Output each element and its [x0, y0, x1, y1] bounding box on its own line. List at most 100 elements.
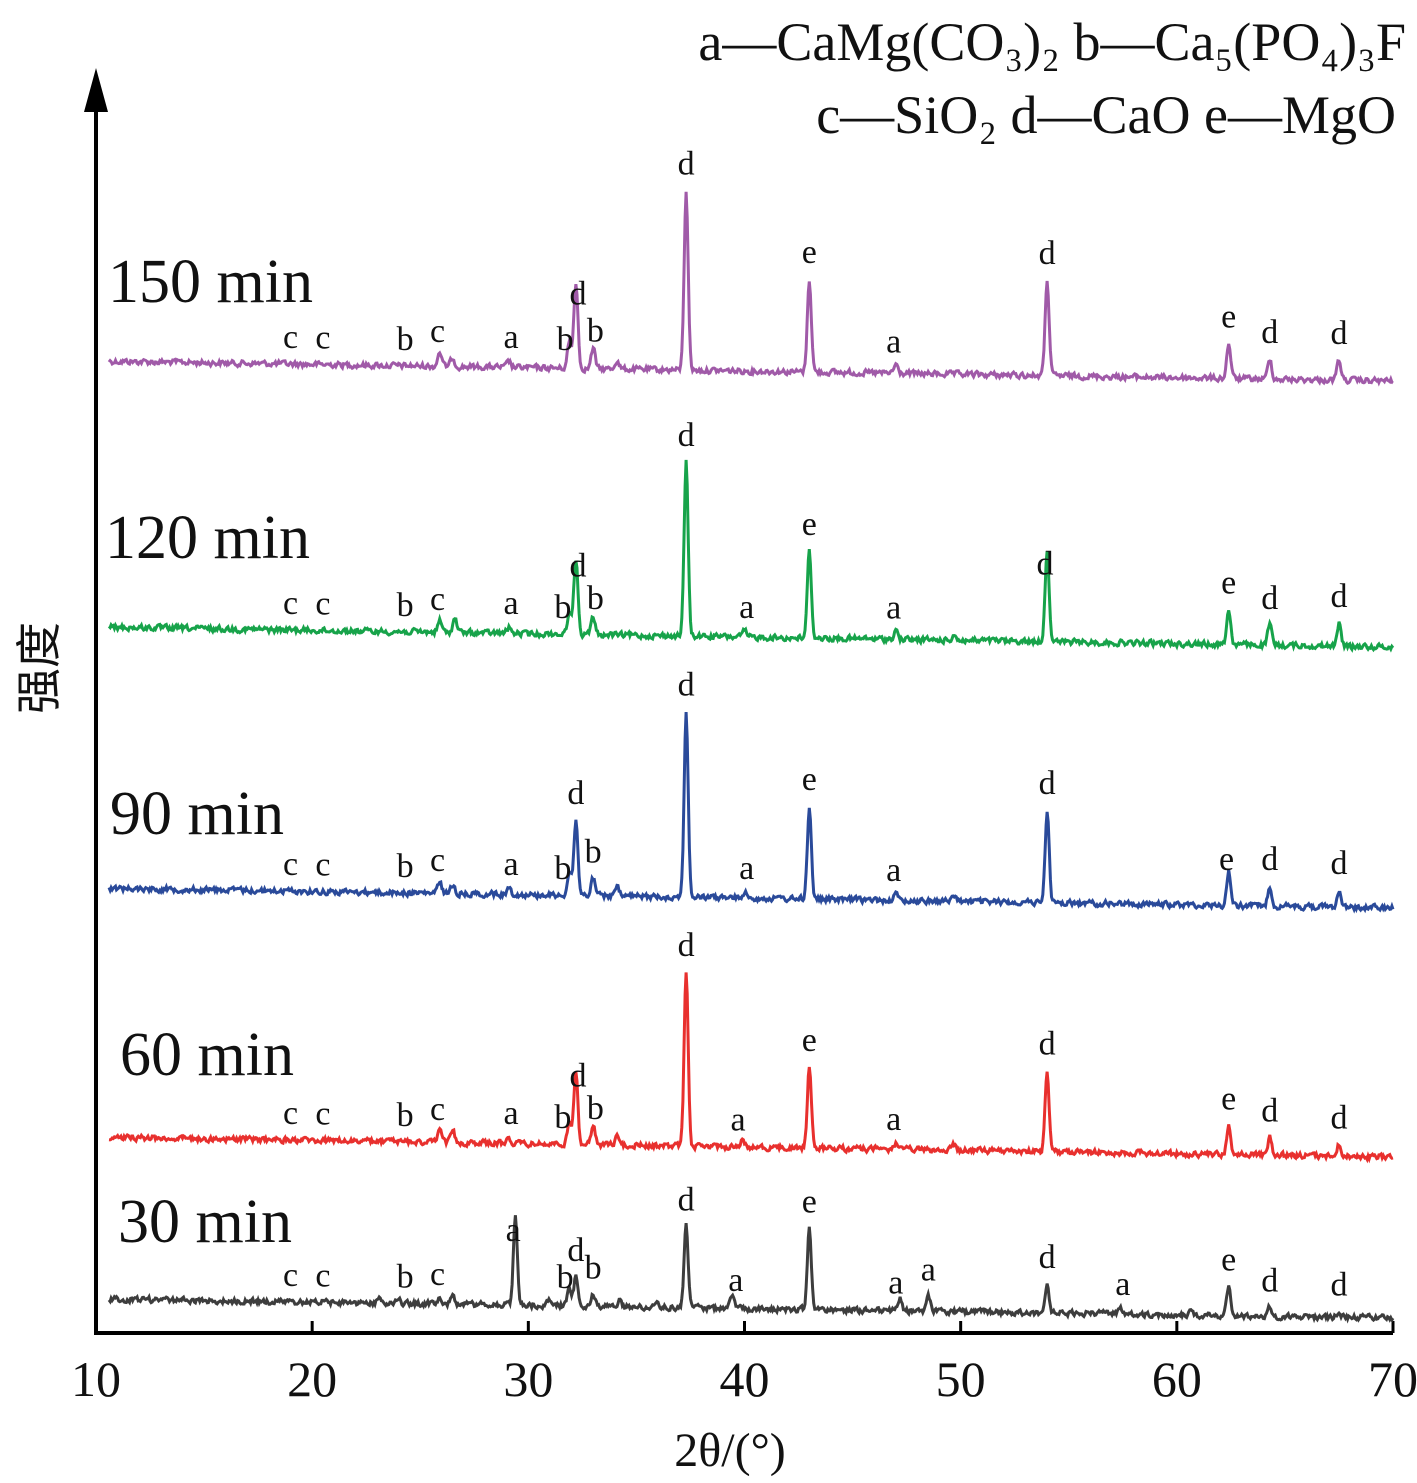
x-tick-label: 30	[503, 1351, 553, 1407]
peak-label: e	[1221, 1242, 1236, 1279]
peak-label: a	[739, 589, 754, 626]
peak-label: d	[678, 927, 695, 964]
peak-label: b	[397, 1259, 414, 1296]
y-axis-arrow	[84, 68, 108, 112]
peak-label: c	[283, 1095, 298, 1132]
peak-label: e	[802, 761, 817, 798]
peak-label: c	[430, 581, 445, 618]
series-name-label: 90 min	[110, 780, 284, 848]
legend-entry: d—CaO	[997, 85, 1190, 145]
peak-label: b	[585, 833, 602, 870]
peak-label: c	[283, 585, 298, 622]
peak-label: c	[430, 1091, 445, 1128]
legend-entry: c—SiO₂	[816, 85, 997, 145]
series-line	[107, 1215, 1395, 1324]
peak-label: c	[430, 842, 445, 879]
peak-label: a	[503, 319, 518, 356]
peak-label: d	[1261, 841, 1278, 878]
peak-label: a	[503, 846, 518, 883]
peak-label: d	[570, 1058, 587, 1095]
peak-label: c	[315, 1096, 330, 1133]
peak-label: b	[554, 589, 571, 626]
peak-label: a	[739, 850, 754, 887]
peak-label: d	[1039, 1026, 1056, 1063]
peak-label: e	[802, 1183, 817, 1220]
peak-label: e	[802, 234, 817, 271]
peak-label: b	[397, 587, 414, 624]
peak-label: c	[315, 1257, 330, 1294]
peak-label: c	[283, 1257, 298, 1294]
x-tick-label: 40	[720, 1351, 770, 1407]
peak-label: d	[1039, 235, 1056, 272]
series-line	[107, 191, 1394, 387]
peak-label: d	[1330, 1266, 1347, 1303]
peak-label: d	[1039, 765, 1056, 802]
peak-label: a	[506, 1212, 521, 1249]
peak-label: b	[397, 321, 414, 358]
x-axis-title: 2θ/(°)	[674, 1424, 786, 1477]
peak-label: d	[1261, 1093, 1278, 1130]
peak-label: d	[567, 775, 584, 812]
peak-label: b	[557, 321, 574, 358]
peak-label: d	[570, 275, 587, 312]
peak-label: e	[1221, 299, 1236, 336]
peak-label: d	[678, 145, 695, 182]
peak-label: e	[802, 506, 817, 543]
peak-label: c	[430, 1256, 445, 1293]
x-ticks: 10 20 30 40 50 60 70	[71, 1321, 1417, 1407]
peak-label: b	[587, 1090, 604, 1127]
peak-label: d	[1039, 1239, 1056, 1276]
peak-label: d	[570, 548, 587, 585]
peak-label: b	[557, 1259, 574, 1296]
peak-label: a	[921, 1252, 936, 1289]
peak-label: d	[1330, 578, 1347, 615]
legend: a—CaMg(CO₃)₂ b—Ca₅(PO₄)₃F c—SiO₂ d—CaO e—…	[698, 12, 1406, 145]
series-name-label: 60 min	[120, 1021, 294, 1089]
series-line	[107, 712, 1395, 914]
peak-label: e	[1221, 565, 1236, 602]
peak-label: a	[886, 852, 901, 889]
peak-label: e	[802, 1022, 817, 1059]
peak-label: b	[554, 1099, 571, 1136]
peak-label: c	[315, 586, 330, 623]
peak-label: a	[728, 1262, 743, 1299]
peak-label: d	[1036, 545, 1053, 582]
peak-label: d	[1261, 580, 1278, 617]
peak-label: a	[503, 585, 518, 622]
peak-label: b	[585, 1250, 602, 1287]
legend-entry: a—CaMg(CO₃)₂	[698, 12, 1060, 72]
peak-label: c	[283, 319, 298, 356]
x-tick-label: 20	[287, 1351, 337, 1407]
peak-label: d	[678, 667, 695, 704]
series-line	[107, 459, 1395, 653]
peak-label: d	[1330, 1100, 1347, 1137]
x-tick-label: 70	[1368, 1351, 1417, 1407]
peak-label: c	[283, 846, 298, 883]
series-name-label: 30 min	[118, 1188, 292, 1256]
peak-label: a	[503, 1095, 518, 1132]
series-name-label: 150 min	[108, 248, 313, 316]
peak-label: d	[678, 1181, 695, 1218]
legend-line: a—CaMg(CO₃)₂ b—Ca₅(PO₄)₃F	[698, 12, 1406, 72]
peak-label: d	[678, 417, 695, 454]
series-line	[108, 972, 1394, 1164]
peak-label: a	[730, 1101, 745, 1138]
peak-label: c	[430, 313, 445, 350]
peak-label: d	[1330, 845, 1347, 882]
peak-label: b	[397, 848, 414, 885]
peak-label: a	[888, 1265, 903, 1302]
peak-label: d	[1261, 1263, 1278, 1300]
peak-label: c	[315, 320, 330, 357]
series-name-label: 120 min	[105, 504, 310, 572]
peak-label: d	[1330, 315, 1347, 352]
peak-label: a	[886, 1101, 901, 1138]
peak-label: c	[315, 847, 330, 884]
peak-label: e	[1221, 1081, 1236, 1118]
peak-label: d	[1261, 314, 1278, 351]
